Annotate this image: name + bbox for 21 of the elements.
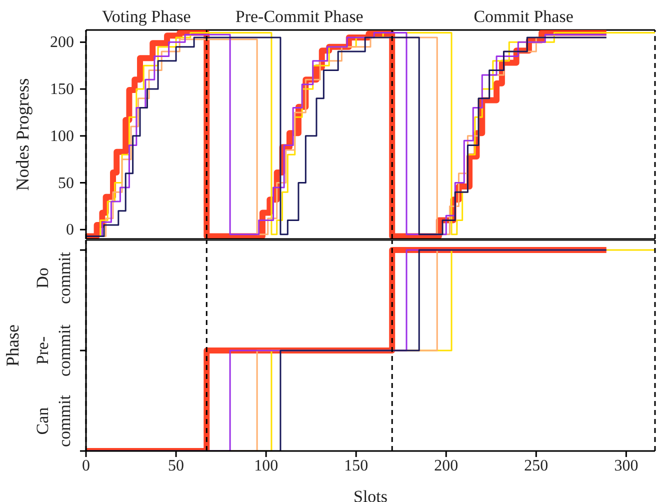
x-tick-label: 300 <box>614 457 638 474</box>
category-label: Can commit <box>33 395 74 447</box>
y-tick-label: 200 <box>50 34 74 52</box>
x-tick-label: 250 <box>524 457 548 474</box>
text: Commit Phase <box>474 7 574 26</box>
x-tick-label: 0 <box>82 457 90 474</box>
y-tick-label: 50 <box>58 174 74 192</box>
text: Voting Phase <box>102 7 191 26</box>
x-tick-label: 150 <box>344 457 368 474</box>
x-tick-label: 100 <box>254 457 278 474</box>
y-tick-label: 100 <box>50 128 74 145</box>
x-axis-title: Slots <box>353 487 388 502</box>
text: Pre-Commit Phase <box>235 7 364 26</box>
x-tick-label: 200 <box>434 457 458 474</box>
y-tick-label: 0 <box>66 222 74 239</box>
y-axis-title: Phase <box>2 324 22 366</box>
x-tick-label: 50 <box>168 457 184 474</box>
category-label: Do commit <box>33 252 74 304</box>
category-label: Pre-commit <box>33 324 74 376</box>
y-axis-title: Nodes Progress <box>12 78 32 191</box>
y-tick-label: 150 <box>50 81 74 98</box>
